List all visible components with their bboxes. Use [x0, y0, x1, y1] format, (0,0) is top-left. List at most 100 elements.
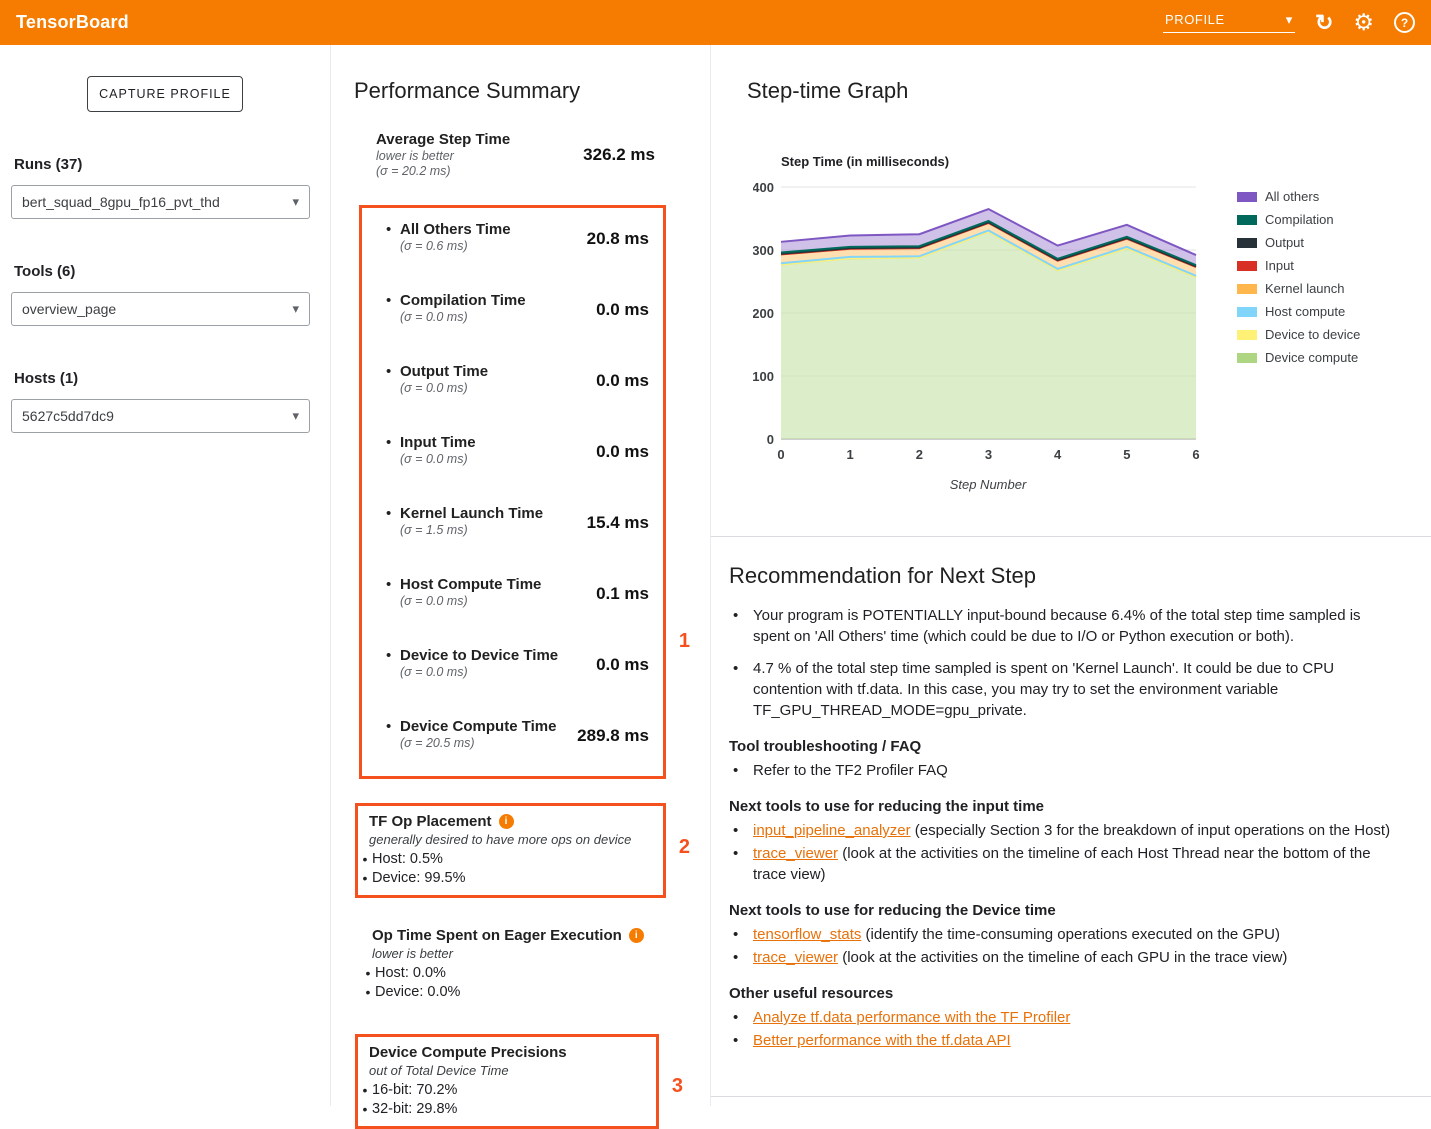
chart-area: 01002003004000123456 All othersCompilati…	[753, 175, 1431, 467]
refresh-icon[interactable]: ↻	[1315, 10, 1333, 36]
bullet-icon: •	[358, 1081, 372, 1100]
rec-section-heading: Next tools to use for reducing the Devic…	[729, 902, 1401, 919]
list-item: •32-bit: 29.8%	[358, 1100, 648, 1119]
svg-text:3: 3	[985, 447, 992, 462]
bullet-icon: •	[358, 869, 372, 888]
capture-profile-button[interactable]: CAPTURE PROFILE	[87, 76, 243, 112]
tools-select[interactable]: overview_page ▾	[11, 292, 310, 326]
annotation-box-1: •All Others Time(σ = 0.6 ms)20.8 ms • Comp…	[359, 205, 666, 779]
chart-title: Step Time (in milliseconds)	[781, 154, 1431, 169]
rec-list-item: •tensorflow_stats (identify the time-con…	[729, 924, 1394, 945]
list-item-text: Device: 0.0%	[375, 983, 460, 1002]
eager-execution-title: Op Time Spent on Eager Execution i	[361, 926, 702, 945]
metric-sigma: (σ = 0.6 ms)	[400, 239, 511, 254]
metric-list: •All Others Time(σ = 0.6 ms)20.8 ms • Comp…	[362, 208, 663, 776]
performance-summary-panel: Performance Summary Average Step Time lo…	[330, 45, 710, 1106]
app-title: TensorBoard	[16, 12, 129, 33]
hosts-label: Hosts (1)	[14, 370, 330, 387]
legend-item: Output	[1237, 235, 1360, 250]
hosts-select[interactable]: 5627c5dd7dc9 ▾	[11, 399, 310, 433]
bullet-icon: •	[729, 658, 753, 721]
rec-link[interactable]: Analyze tf.data performance with the TF …	[753, 1009, 1070, 1026]
annotation-label-3: 3	[672, 1075, 683, 1098]
annotation-label-1: 1	[679, 630, 690, 653]
info-icon[interactable]: i	[629, 928, 644, 943]
rec-link[interactable]: tensorflow_stats	[753, 926, 861, 943]
rec-link[interactable]: Better performance with the tf.data API	[753, 1032, 1011, 1049]
metric-text: Compilation Time(σ = 0.0 ms)	[400, 292, 526, 350]
help-icon[interactable]: ?	[1394, 12, 1415, 33]
metric-row: •Device to Device Time(σ = 0.0 ms)0.0 ms	[362, 634, 663, 705]
metric-sigma: (σ = 0.0 ms)	[400, 665, 558, 680]
rec-link[interactable]: trace_viewer	[753, 845, 838, 862]
metric-sigma: (σ = 0.0 ms)	[400, 310, 526, 325]
bullet-icon: •	[729, 820, 753, 841]
list-item-text: Host: 0.5%	[372, 850, 443, 869]
rec-list-item: •Analyze tf.data performance with the TF…	[729, 1007, 1394, 1028]
rec-item-text: trace_viewer (look at the activities on …	[753, 843, 1394, 885]
runs-select-value: bert_squad_8gpu_fp16_pvt_thd	[22, 194, 220, 210]
list-item-text: 16-bit: 70.2%	[372, 1081, 457, 1100]
legend-item: Host compute	[1237, 304, 1360, 319]
rec-item-text: input_pipeline_analyzer (especially Sect…	[753, 820, 1390, 841]
legend-label: Device to device	[1265, 327, 1360, 342]
chevron-down-icon: ▾	[292, 301, 299, 317]
metric-row: •All Others Time(σ = 0.6 ms)20.8 ms	[362, 208, 663, 279]
rec-list-item: •Refer to the TF2 Profiler FAQ	[729, 760, 1394, 781]
metric-sigma: (σ = 0.0 ms)	[400, 594, 541, 609]
metric-label: Kernel Launch Time	[400, 505, 543, 523]
rec-link[interactable]: trace_viewer	[753, 949, 838, 966]
metric-text: Output Time(σ = 0.0 ms)	[400, 363, 488, 421]
metric-value: 15.4 ms	[587, 513, 649, 563]
recommendation-text: 4.7 % of the total step time sampled is …	[753, 658, 1394, 721]
bullet-icon: •	[358, 1100, 372, 1119]
svg-text:0: 0	[767, 432, 774, 447]
list-item: •Host: 0.0%	[361, 964, 702, 983]
legend-label: Kernel launch	[1265, 281, 1345, 296]
bullet-icon: •	[361, 964, 375, 983]
rec-item-text: tensorflow_stats (identify the time-cons…	[753, 924, 1280, 945]
settings-gear-icon[interactable]: ⚙	[1353, 9, 1374, 36]
svg-text:2: 2	[916, 447, 923, 462]
legend-label: Device compute	[1265, 350, 1358, 365]
info-icon[interactable]: i	[499, 814, 514, 829]
metric-text: Device to Device Time(σ = 0.0 ms)	[400, 647, 558, 705]
recommendation-bullet: •4.7 % of the total step time sampled is…	[729, 658, 1394, 721]
recommendation-title: Recommendation for Next Step	[729, 563, 1401, 589]
legend-swatch	[1237, 238, 1257, 248]
metric-label: All Others Time	[400, 221, 511, 239]
step-time-card: Step-time Graph Step Time (in millisecon…	[711, 45, 1431, 537]
list-item: •Device: 99.5%	[358, 869, 655, 888]
rec-list-item: •trace_viewer (look at the activities on…	[729, 843, 1394, 885]
rec-section-heading: Other useful resources	[729, 985, 1401, 1002]
legend-item: All others	[1237, 189, 1360, 204]
metric-text: Input Time(σ = 0.0 ms)	[400, 434, 476, 492]
chart-legend: All others Compilation Output Input Kernel l…	[1237, 189, 1360, 467]
legend-swatch	[1237, 330, 1257, 340]
tf-op-placement-title: TF Op Placement i	[358, 812, 655, 831]
svg-text:0: 0	[777, 447, 784, 462]
runs-select[interactable]: bert_squad_8gpu_fp16_pvt_thd ▾	[11, 185, 310, 219]
recommendation-sections: Tool troubleshooting / FAQ•Refer to the …	[729, 738, 1401, 1051]
legend-item: Device compute	[1237, 350, 1360, 365]
legend-item: Input	[1237, 258, 1360, 273]
bullet-icon: •	[729, 605, 753, 647]
metric-value: 0.0 ms	[596, 655, 649, 705]
dashboard-selector[interactable]: PROFILE ▾	[1163, 12, 1295, 33]
card-divider	[711, 1096, 1431, 1097]
bullet-icon: •	[386, 718, 400, 776]
recommendation-bullet: •Your program is POTENTIALLY input-bound…	[729, 605, 1394, 647]
chevron-down-icon: ▾	[292, 408, 299, 424]
svg-text:4: 4	[1054, 447, 1062, 462]
bullet-icon: •	[358, 850, 372, 869]
average-step-time-row: Average Step Time lower is better (σ = 2…	[376, 131, 655, 179]
metric-text: Device Compute Time(σ = 20.5 ms)	[400, 718, 556, 776]
metric-row: •Output Time(σ = 0.0 ms)0.0 ms	[362, 350, 663, 421]
rec-link[interactable]: input_pipeline_analyzer	[753, 822, 911, 839]
step-time-graph-title: Step-time Graph	[747, 78, 1431, 104]
legend-label: Compilation	[1265, 212, 1334, 227]
svg-text:200: 200	[753, 306, 774, 321]
tf-op-placement-note: generally desired to have more ops on de…	[358, 832, 655, 848]
list-item-text: Host: 0.0%	[375, 964, 446, 983]
recommendation-bullets: •Your program is POTENTIALLY input-bound…	[729, 605, 1401, 721]
